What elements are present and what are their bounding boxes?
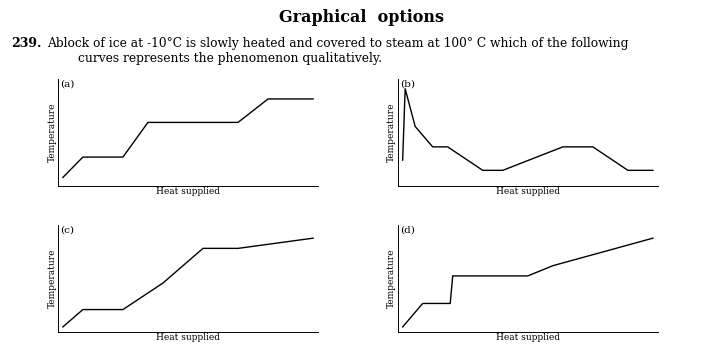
X-axis label: Heat supplied: Heat supplied bbox=[156, 333, 220, 342]
Text: 239.: 239. bbox=[11, 37, 41, 50]
Y-axis label: Temperature: Temperature bbox=[388, 249, 396, 308]
Text: (a): (a) bbox=[61, 80, 74, 89]
Y-axis label: Temperature: Temperature bbox=[388, 102, 396, 162]
Text: (b): (b) bbox=[401, 80, 415, 89]
Y-axis label: Temperature: Temperature bbox=[48, 102, 56, 162]
Y-axis label: Temperature: Temperature bbox=[48, 249, 56, 308]
Text: Ablock of ice at -10°C is slowly heated and covered to steam at 100° C which of : Ablock of ice at -10°C is slowly heated … bbox=[47, 37, 628, 65]
Text: (d): (d) bbox=[401, 226, 415, 235]
X-axis label: Heat supplied: Heat supplied bbox=[496, 187, 560, 196]
Text: Graphical  options: Graphical options bbox=[279, 9, 444, 26]
X-axis label: Heat supplied: Heat supplied bbox=[496, 333, 560, 342]
Text: (c): (c) bbox=[61, 226, 74, 235]
X-axis label: Heat supplied: Heat supplied bbox=[156, 187, 220, 196]
